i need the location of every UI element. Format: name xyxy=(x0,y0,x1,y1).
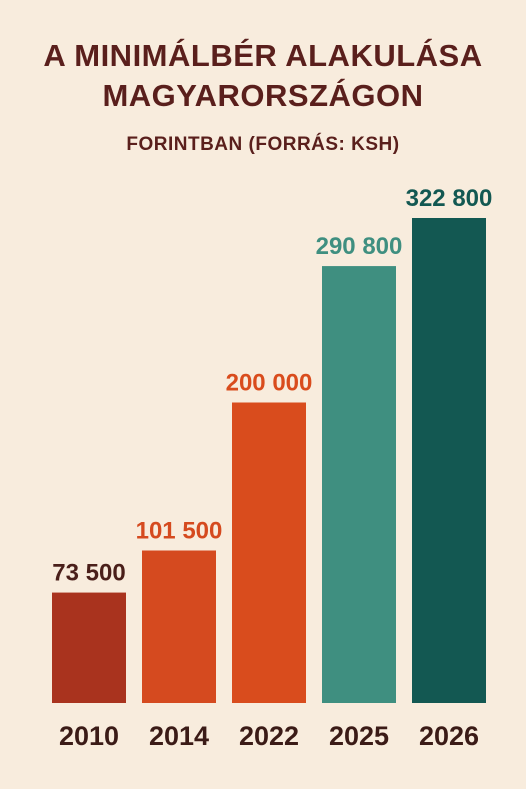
bar xyxy=(52,592,126,703)
x-tick-label: 2010 xyxy=(59,721,119,751)
bar xyxy=(412,218,486,703)
value-label: 101 500 xyxy=(136,517,223,544)
x-tick-label: 2022 xyxy=(239,721,299,751)
x-tick-label: 2025 xyxy=(329,721,389,751)
bar xyxy=(142,550,216,703)
value-label: 73 500 xyxy=(52,560,125,587)
chart-subtitle: FORINTBAN (FORRÁS: KSH) xyxy=(126,134,400,155)
x-tick-label: 2014 xyxy=(149,721,209,751)
chart-title: A MINIMÁLBÉR ALAKULÁSA MAGYARORSZÁGON xyxy=(43,38,483,113)
x-tick-label: 2026 xyxy=(419,721,479,751)
value-label: 200 000 xyxy=(226,370,313,397)
value-label: 322 800 xyxy=(406,185,493,212)
bar xyxy=(232,402,306,703)
value-label: 290 800 xyxy=(316,233,403,260)
bar xyxy=(322,266,396,703)
